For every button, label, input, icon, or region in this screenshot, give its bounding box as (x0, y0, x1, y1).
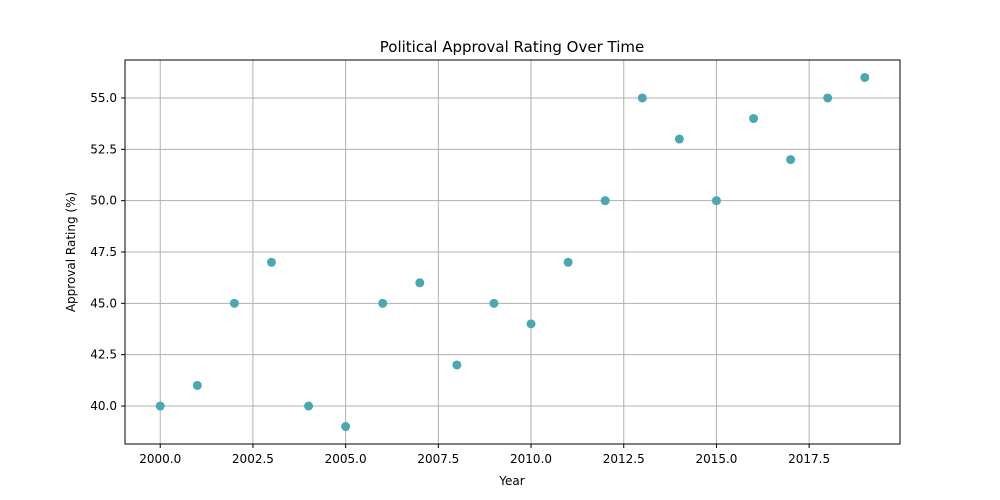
data-point (563, 257, 573, 267)
data-point (452, 360, 462, 370)
y-tick-label: 52.5 (90, 142, 117, 156)
data-point (341, 422, 351, 432)
data-point (415, 278, 425, 288)
x-tick-label: 2005.0 (325, 452, 367, 466)
data-point (526, 319, 536, 329)
x-tick-label: 2007.5 (417, 452, 459, 466)
x-tick-label: 2002.5 (232, 452, 274, 466)
y-tick-label: 50.0 (90, 194, 117, 208)
data-point (600, 196, 610, 206)
data-point (155, 401, 165, 411)
data-point (489, 298, 499, 308)
data-point (378, 298, 388, 308)
x-tick-label: 2017.5 (788, 452, 830, 466)
data-point (711, 196, 721, 206)
data-point (229, 298, 239, 308)
chart-title: Political Approval Rating Over Time (380, 38, 644, 56)
data-point (192, 380, 202, 390)
data-point (674, 134, 684, 144)
data-point (786, 155, 796, 165)
data-point (304, 401, 314, 411)
data-point (266, 257, 276, 267)
x-tick-label: 2000.0 (139, 452, 181, 466)
y-tick-label: 47.5 (90, 245, 117, 259)
x-tick-label: 2010.0 (510, 452, 552, 466)
y-tick-label: 55.0 (90, 91, 117, 105)
y-tick-label: 40.0 (90, 399, 117, 413)
data-point (860, 72, 870, 82)
data-point (823, 93, 833, 103)
grid-layer (125, 60, 900, 444)
y-tick-label: 42.5 (90, 348, 117, 362)
x-tick-label: 2012.5 (603, 452, 645, 466)
y-axis-title: Approval Rating (%) (64, 192, 78, 312)
x-tick-label: 2015.0 (695, 452, 737, 466)
data-point (749, 114, 759, 124)
data-point (637, 93, 647, 103)
ticks-layer: 2000.0 2002.5 2005.0 2007.5 2010.0 2012.5 2015… (90, 91, 830, 466)
x-axis-title: Year (498, 474, 524, 488)
points-layer (155, 72, 870, 432)
y-tick-label: 45.0 (90, 296, 117, 310)
